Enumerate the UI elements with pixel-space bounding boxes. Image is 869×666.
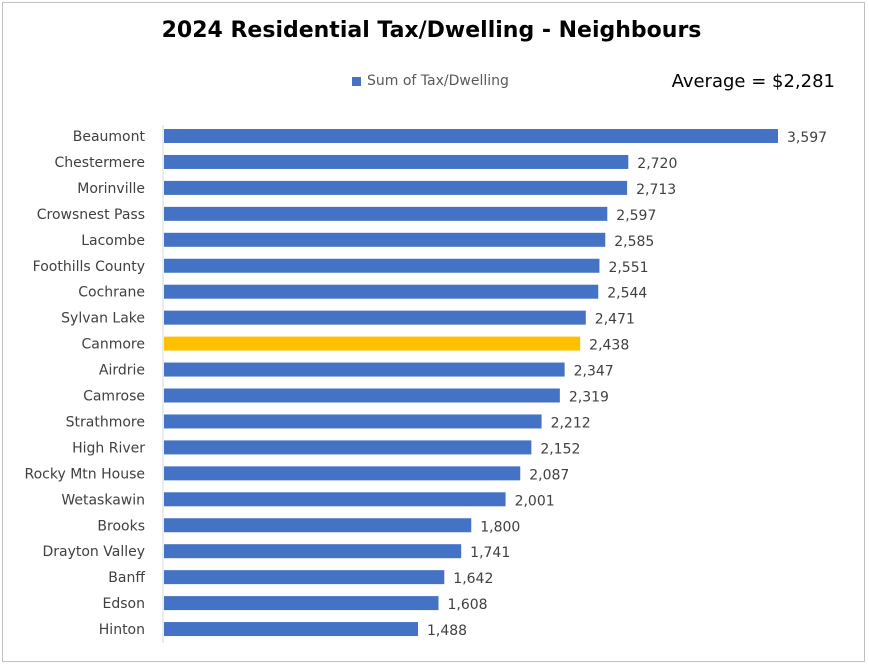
category-label: Hinton [99, 622, 145, 638]
value-label: 2,713 [636, 182, 676, 198]
value-label: 1,800 [480, 519, 520, 535]
value-label: 1,608 [447, 597, 487, 613]
legend-swatch [352, 76, 361, 86]
bar [164, 622, 418, 637]
value-label: 2,319 [569, 390, 609, 406]
category-label: Drayton Valley [42, 544, 145, 560]
value-label: 2,438 [589, 338, 629, 354]
value-label: 2,551 [608, 260, 648, 276]
bar [164, 154, 629, 169]
bar [164, 129, 778, 143]
bar [164, 544, 462, 559]
value-label: 2,597 [616, 208, 656, 224]
category-label: Strathmore [66, 414, 145, 430]
category-label: Cochrane [78, 285, 145, 301]
bar [164, 336, 581, 351]
legend-label: Sum of Tax/Dwelling [367, 73, 509, 89]
bar [164, 310, 586, 325]
bar [164, 206, 608, 221]
value-label: 2,087 [529, 467, 569, 483]
bar [164, 596, 439, 611]
bar [164, 440, 532, 455]
bar [164, 518, 472, 533]
category-label: Rocky Mtn House [25, 466, 145, 482]
value-label: 2,720 [637, 156, 677, 172]
category-label: Wetaskawin [61, 492, 145, 508]
value-label: 3,597 [787, 130, 827, 146]
bar [164, 414, 542, 429]
category-label: Chestermere [55, 155, 145, 171]
category-label: Camrose [83, 389, 145, 405]
category-label: Banff [108, 570, 145, 586]
bar [164, 258, 600, 273]
category-label: High River [72, 440, 145, 456]
bar [164, 180, 628, 195]
category-label: Morinville [77, 181, 145, 197]
bar [164, 232, 606, 247]
legend: Sum of Tax/Dwelling [352, 73, 509, 89]
value-label: 2,585 [614, 234, 654, 250]
category-label: Brooks [97, 518, 145, 534]
category-label: Lacombe [81, 233, 145, 249]
chart-title: 2024 Residential Tax/Dwelling - Neighbou… [161, 18, 702, 43]
category-label: Sylvan Lake [61, 311, 145, 327]
bar [164, 362, 565, 377]
value-label: 1,488 [427, 623, 467, 639]
average-annotation: Average = $2,281 [671, 71, 835, 92]
value-label: 2,212 [551, 415, 591, 431]
category-label: Beaumont [73, 129, 146, 145]
bar [164, 388, 560, 403]
category-label: Airdrie [99, 363, 145, 379]
value-label: 1,642 [453, 571, 493, 587]
category-label: Crowsnest Pass [37, 207, 145, 223]
value-label: 1,741 [470, 545, 510, 561]
value-label: 2,152 [540, 441, 580, 457]
value-label: 2,001 [515, 493, 555, 509]
bar [164, 570, 445, 585]
value-label: 2,347 [574, 364, 614, 380]
value-label: 2,471 [595, 312, 635, 328]
bar [164, 466, 521, 481]
bar [164, 492, 506, 507]
category-label: Canmore [82, 337, 146, 353]
value-label: 2,544 [607, 286, 647, 302]
bar [164, 284, 599, 299]
category-label: Foothills County [33, 259, 145, 275]
category-label: Edson [103, 596, 145, 612]
